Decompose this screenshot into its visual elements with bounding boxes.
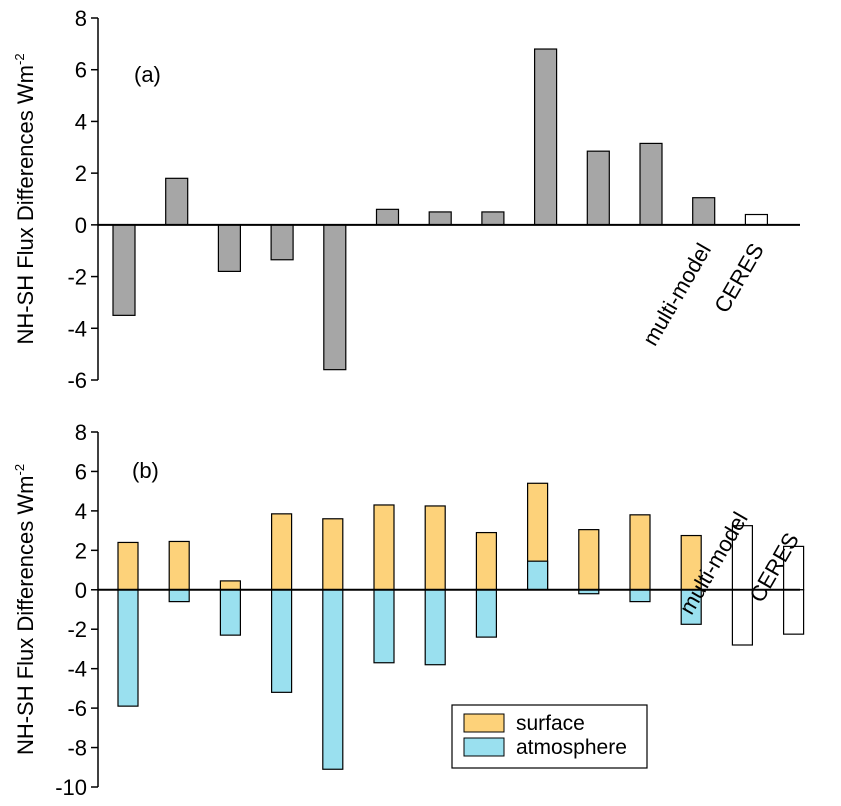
bar-surface — [578, 529, 600, 591]
bar — [165, 177, 189, 226]
bar-atmosphere — [475, 589, 497, 638]
annotation: multi-model — [638, 239, 717, 350]
bar — [586, 150, 610, 226]
y-tick-label: -2 — [67, 617, 87, 642]
bar-atmosphere — [424, 589, 446, 666]
y-axis-title: NH-SH Flux Differences Wm-2 — [12, 53, 38, 344]
bar-surface — [475, 531, 497, 591]
bar-atmosphere — [322, 589, 344, 770]
legend-label-atmosphere: atmosphere — [516, 736, 627, 759]
panel-label: (b) — [132, 458, 159, 483]
y-tick-label: 6 — [75, 459, 87, 484]
bar-atmosphere — [373, 589, 395, 664]
y-tick-label: -10 — [55, 775, 87, 800]
y-tick-label: 2 — [75, 161, 87, 186]
bar-atmosphere — [782, 589, 805, 635]
y-tick-label: 8 — [75, 420, 87, 445]
y-tick-label: 4 — [75, 499, 87, 524]
panel-label: (a) — [134, 62, 161, 87]
bar-surface — [629, 514, 651, 591]
bar-atmosphere — [168, 589, 190, 603]
y-tick-label: 6 — [75, 58, 87, 83]
bar — [533, 48, 558, 226]
y-tick-label: -4 — [67, 657, 87, 682]
bar — [323, 224, 347, 371]
y-tick-label: 4 — [75, 109, 87, 134]
bar — [428, 211, 452, 226]
bar — [217, 224, 241, 273]
bar-surface — [271, 513, 293, 591]
y-tick-label: 8 — [75, 6, 87, 31]
bar-surface — [219, 580, 241, 591]
bar-surface — [424, 505, 446, 591]
y-tick-label: -6 — [67, 368, 87, 393]
annotation: CERES — [709, 239, 769, 317]
bar — [744, 213, 769, 226]
y-tick-label: 0 — [75, 578, 87, 603]
y-axis-title-superscript: -2 — [12, 464, 27, 476]
bar-atmosphere — [219, 589, 241, 636]
bar-surface — [168, 540, 190, 591]
bar-surface — [373, 504, 395, 591]
y-tick-label: -8 — [67, 736, 87, 761]
bar-atmosphere — [629, 589, 651, 603]
bar-atmosphere — [526, 560, 549, 591]
y-axis-title-superscript: -2 — [12, 53, 27, 65]
bar — [481, 211, 505, 226]
bar — [375, 208, 400, 226]
y-tick-label: -4 — [67, 316, 87, 341]
bar-atmosphere — [271, 589, 293, 693]
legend-label-surface: surface — [516, 712, 585, 735]
y-tick-label: -6 — [67, 696, 87, 721]
bar-atmosphere — [117, 589, 139, 707]
y-tick-label: -2 — [67, 265, 87, 290]
legend-swatch-atmosphere — [463, 737, 505, 757]
bar — [112, 224, 136, 316]
y-tick-label: 2 — [75, 538, 87, 563]
bar — [692, 197, 716, 226]
legend-swatch-surface — [463, 713, 505, 733]
bar-surface — [117, 541, 139, 591]
y-axis-title: NH-SH Flux Differences Wm-2 — [12, 464, 38, 755]
bar-surface — [322, 518, 344, 591]
y-tick-label: 0 — [75, 213, 87, 238]
bar — [270, 224, 294, 261]
bar — [639, 142, 663, 226]
